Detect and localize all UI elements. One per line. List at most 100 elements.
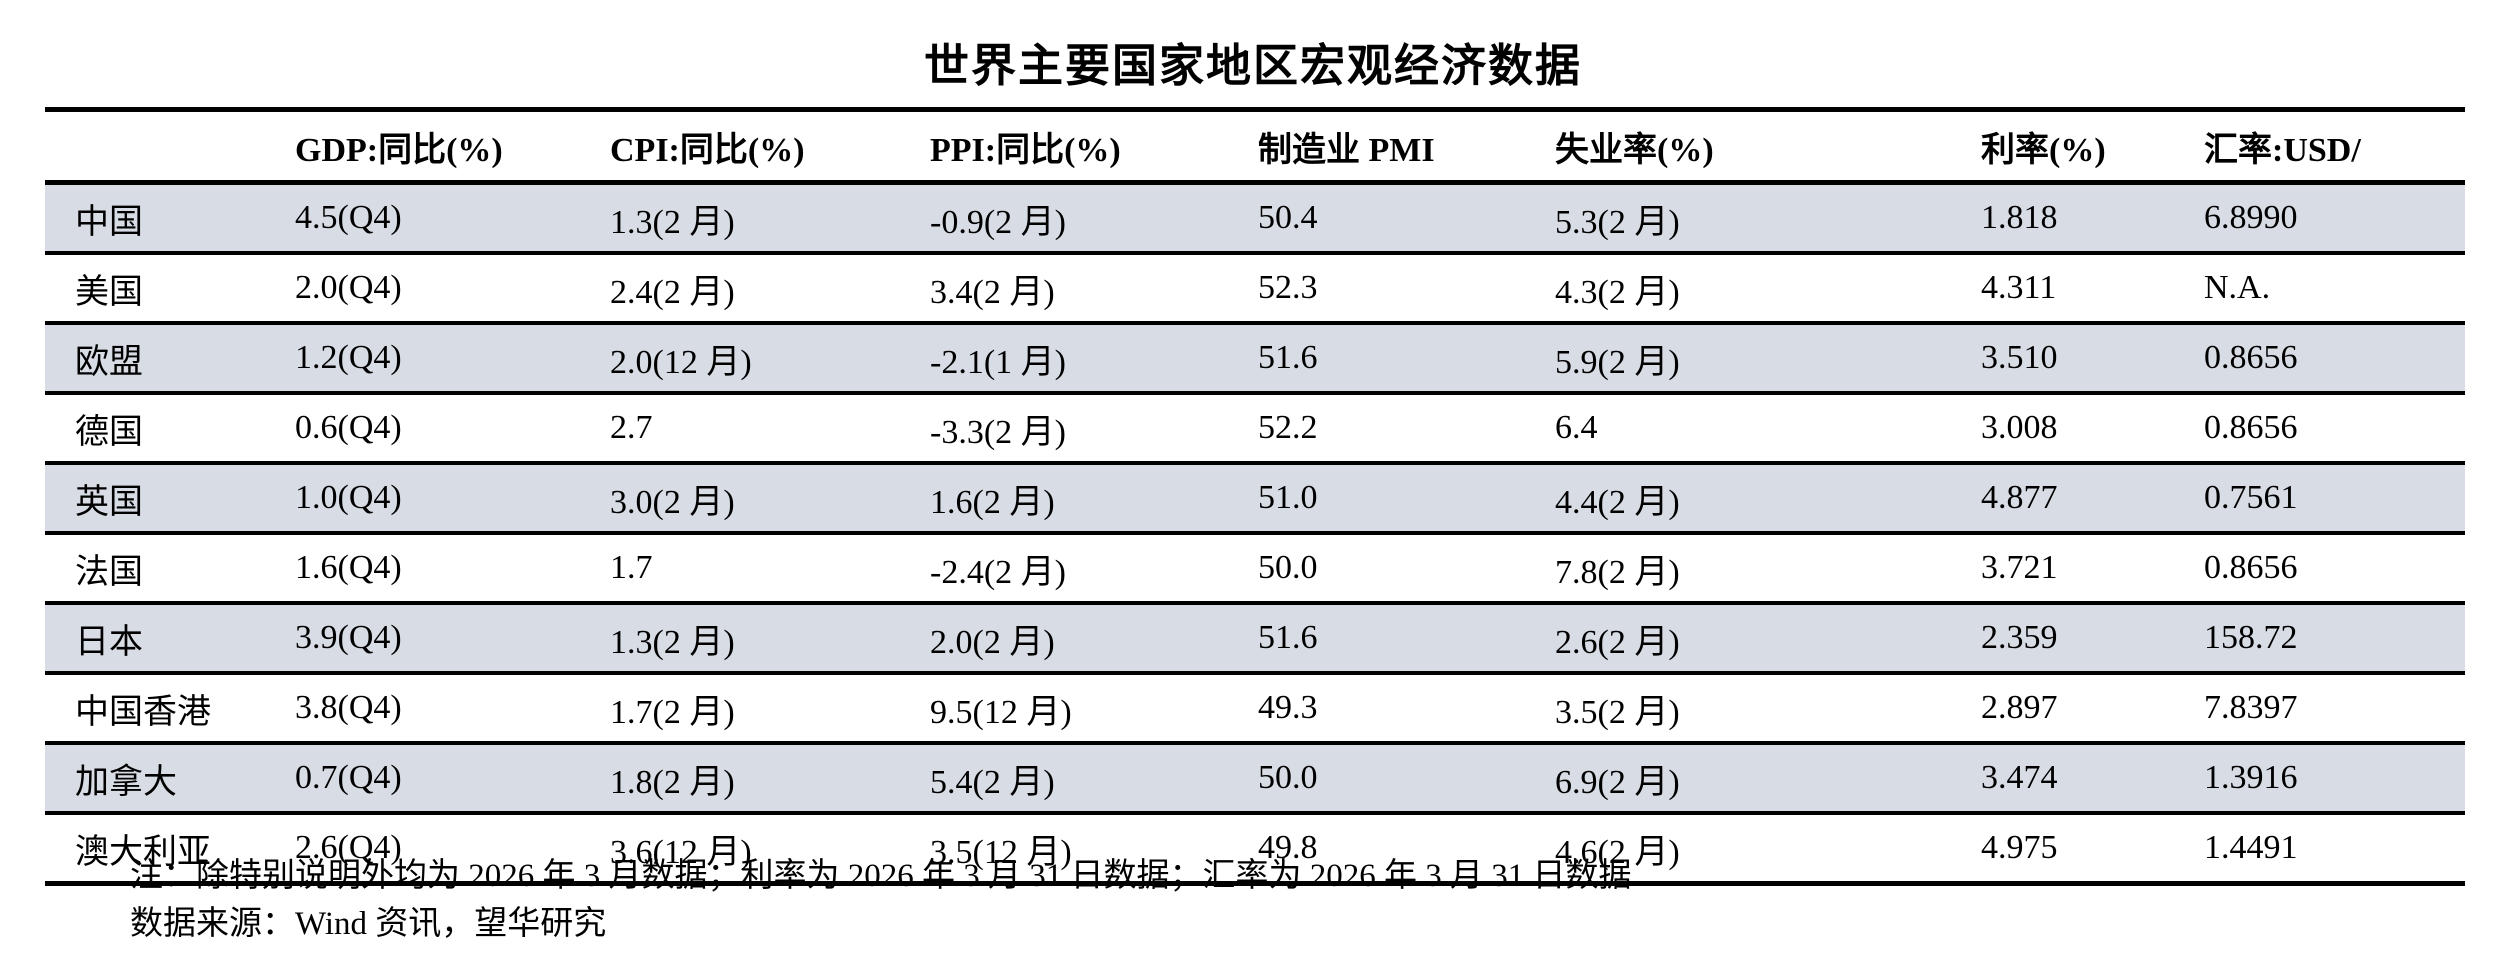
table-cell: 3.4(2 月) [930, 273, 1055, 311]
table-cell: 51.6 [1258, 339, 1318, 376]
table-cell: 1.0(Q4) [295, 479, 402, 516]
footnote-data-note: 注：除特别说明外均为 2026 年 3 月数据；利率为 2026 年 3 月 3… [130, 858, 1632, 894]
row-label: 中国 [75, 203, 143, 241]
table-cell: 1.7(2 月) [610, 693, 735, 731]
footnotes: 注：除特别说明外均为 2026 年 3 月数据；利率为 2026 年 3 月 3… [130, 852, 1632, 948]
table-cell: 49.3 [1258, 689, 1318, 726]
row-label: 加拿大 [75, 763, 177, 801]
table-cell: 52.3 [1258, 269, 1318, 306]
table-cell: 2.7 [610, 409, 653, 446]
table-cell: 3.6(12 月) [610, 833, 752, 871]
table-cell: 6.4 [1555, 409, 1598, 446]
table-cell: 9.5(12 月) [930, 693, 1072, 731]
table-cell: 3.008 [1981, 409, 2058, 446]
table-cell: -3.3(2 月) [930, 413, 1066, 451]
table-cell: 4.877 [1981, 479, 2058, 516]
table-cell: 6.8990 [2204, 199, 2298, 236]
table-cell: 158.72 [2204, 619, 2298, 656]
row-label: 中国香港 [75, 693, 211, 731]
row-label: 法国 [75, 553, 143, 591]
table-cell: 50.4 [1258, 199, 1318, 236]
table-cell: 5.4(2 月) [930, 763, 1055, 801]
table-cell: 3.5(2 月) [1555, 693, 1680, 731]
table-cell: 3.5(12 月) [930, 833, 1072, 871]
table-header: GDP:同比(%) CPI:同比(%) PPI:同比(%) 制造业 PMI 失业率(%)… [45, 110, 2465, 183]
row-label: 日本 [75, 623, 143, 661]
table-cell: 1.8(2 月) [610, 763, 735, 801]
table-cell: 50.0 [1258, 759, 1318, 796]
table-cell: 4.6(2 月) [1555, 833, 1680, 871]
table-cell: -0.9(2 月) [930, 203, 1066, 241]
table-cell: 3.721 [1981, 549, 2058, 586]
column-header: GDP:同比(%) [295, 131, 503, 169]
table-cell: 1.6(2 月) [930, 483, 1055, 521]
table-cell: 4.3(2 月) [1555, 273, 1680, 311]
table-cell: 1.4491 [2204, 829, 2298, 866]
table-row: 日本 3.9(Q4) 1.3(2 月) 2.0(2 月) 51.6 2.6(2 月) 2.3… [45, 603, 2465, 673]
column-header: 汇率:USD/ [2204, 131, 2361, 169]
table-cell: 51.0 [1258, 479, 1318, 516]
table-cell: 52.2 [1258, 409, 1318, 446]
table-cell: 2.0(12 月) [610, 343, 752, 381]
table-cell: 0.8656 [2204, 339, 2298, 376]
column-header: 制造业 PMI [1258, 131, 1435, 169]
table-row: 加拿大 0.7(Q4) 1.8(2 月) 5.4(2 月) 50.0 6.9(2 月) 3.… [45, 743, 2465, 813]
table-cell: 1.6(Q4) [295, 549, 402, 586]
column-header: 利率(%) [1981, 131, 2106, 169]
row-label: 欧盟 [75, 343, 143, 381]
table-cell: -2.4(2 月) [930, 553, 1066, 591]
table-cell: N.A. [2204, 269, 2271, 306]
table-cell: 4.975 [1981, 829, 2058, 866]
table-cell: 7.8397 [2204, 689, 2298, 726]
table-cell: 2.0(Q4) [295, 269, 402, 306]
table-cell: 1.818 [1981, 199, 2058, 236]
table-row: 英国 1.0(Q4) 3.0(2 月) 1.6(2 月) 51.0 4.4(2 月) 4.8… [45, 463, 2465, 533]
table-cell: 2.359 [1981, 619, 2058, 656]
table-cell: 2.6(2 月) [1555, 623, 1680, 661]
column-header [45, 110, 295, 183]
table-cell: -2.1(1 月) [930, 343, 1066, 381]
table-row: 中国香港 3.8(Q4) 1.7(2 月) 9.5(12 月) 49.3 3.5(2 月)… [45, 673, 2465, 743]
table-cell: 3.474 [1981, 759, 2058, 796]
macro-data-table: GDP:同比(%) CPI:同比(%) PPI:同比(%) 制造业 PMI 失业率(%)… [45, 107, 2465, 886]
row-label: 美国 [75, 273, 143, 311]
table-row: 欧盟 1.2(Q4) 2.0(12 月) -2.1(1 月) 51.6 5.9(2 月) 3… [45, 323, 2465, 393]
table-cell: 4.311 [1981, 269, 2057, 306]
table-cell: 4.4(2 月) [1555, 483, 1680, 521]
table-cell: 3.510 [1981, 339, 2058, 376]
table-row: 美国 2.0(Q4) 2.4(2 月) 3.4(2 月) 52.3 4.3(2 月) 4.3… [45, 253, 2465, 323]
table-cell: 1.3916 [2204, 759, 2298, 796]
table-cell: 0.8656 [2204, 409, 2298, 446]
table-cell: 2.6(Q4) [295, 829, 402, 866]
table-row: 中国 4.5(Q4) 1.3(2 月) -0.9(2 月) 50.4 5.3(2 月) 1.… [45, 182, 2465, 253]
table-cell: 0.6(Q4) [295, 409, 402, 446]
table-cell: 2.0(2 月) [930, 623, 1055, 661]
table-body: 中国 4.5(Q4) 1.3(2 月) -0.9(2 月) 50.4 5.3(2 月) 1.… [45, 182, 2465, 884]
table-cell: 1.3(2 月) [610, 203, 735, 241]
table-cell: 2.4(2 月) [610, 273, 735, 311]
row-label: 德国 [75, 413, 143, 451]
table-row: 澳大利亚 2.6(Q4) 3.6(12 月) 3.5(12 月) 49.8 4.6(2 月… [45, 813, 2465, 884]
column-header: CPI:同比(%) [610, 131, 805, 169]
table-cell: 51.6 [1258, 619, 1318, 656]
row-label: 澳大利亚 [75, 833, 211, 871]
row-label: 英国 [75, 483, 143, 521]
table-cell: 0.8656 [2204, 549, 2298, 586]
table-cell: 5.9(2 月) [1555, 343, 1680, 381]
table-row: 德国 0.6(Q4) 2.7 -3.3(2 月) 52.2 6.4 3.008 0.8656 [45, 393, 2465, 463]
table-cell: 3.8(Q4) [295, 689, 402, 726]
table-cell: 0.7561 [2204, 479, 2298, 516]
footnote-data-source: 数据来源：Wind 资讯，望华研究 [130, 906, 607, 942]
column-header: 失业率(%) [1555, 131, 1714, 169]
table-cell: 3.0(2 月) [610, 483, 735, 521]
table-cell: 1.3(2 月) [610, 623, 735, 661]
table-row: 法国 1.6(Q4) 1.7 -2.4(2 月) 50.0 7.8(2 月) 3.721 0.… [45, 533, 2465, 603]
table-header-row: GDP:同比(%) CPI:同比(%) PPI:同比(%) 制造业 PMI 失业率(%)… [45, 110, 2465, 183]
table-cell: 49.8 [1258, 829, 1318, 866]
table-cell: 6.9(2 月) [1555, 763, 1680, 801]
table-cell: 7.8(2 月) [1555, 553, 1680, 591]
page-title: 世界主要国家地区宏观经济数据 [923, 41, 1582, 91]
table-cell: 3.9(Q4) [295, 619, 402, 656]
table-cell: 1.2(Q4) [295, 339, 402, 376]
